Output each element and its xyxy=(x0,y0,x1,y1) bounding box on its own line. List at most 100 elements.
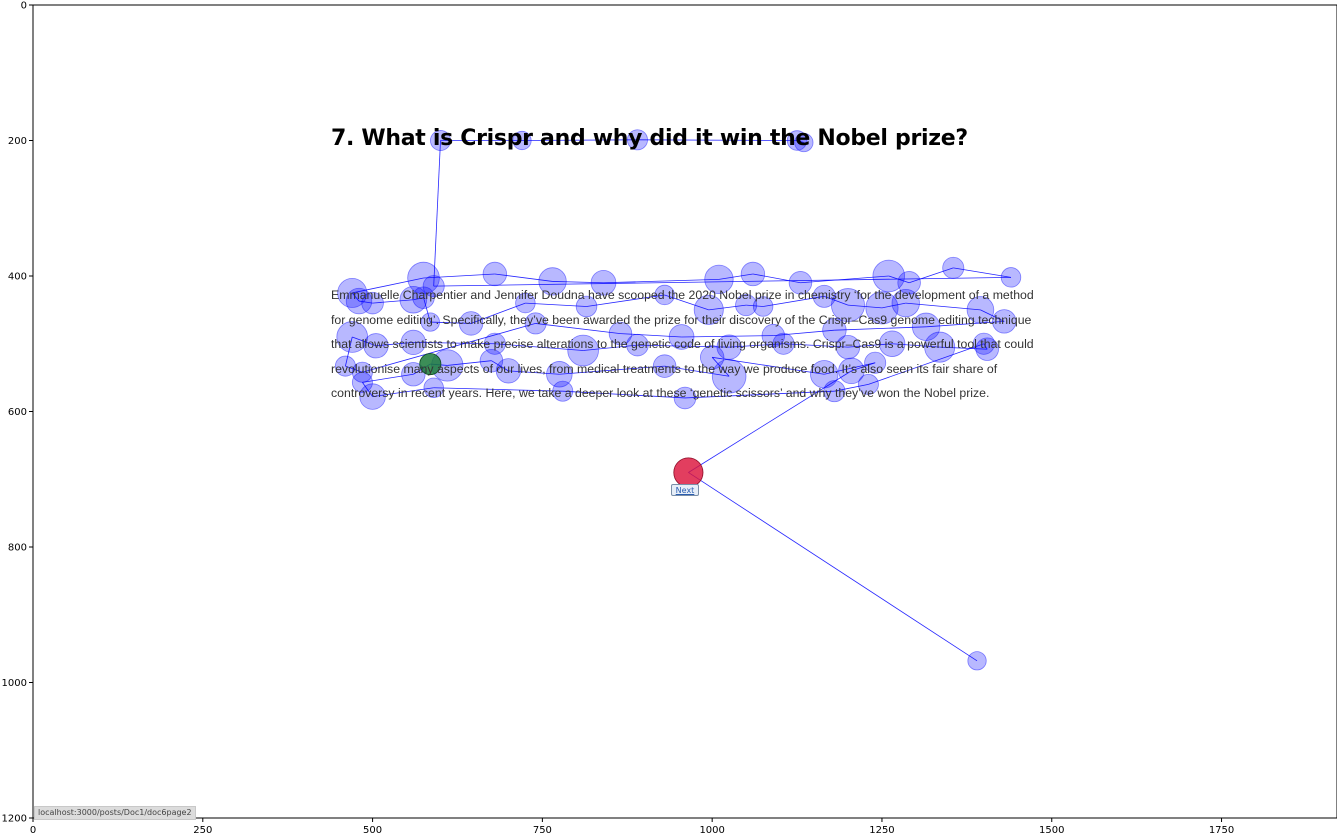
fixation-point xyxy=(482,261,508,287)
scanpath-segment xyxy=(535,323,621,334)
fixation-point xyxy=(479,348,504,373)
fixation-point xyxy=(423,377,444,398)
fixation-point xyxy=(822,318,847,343)
scanpath-segment xyxy=(362,382,373,397)
y-tick-label: 600 xyxy=(8,407,27,418)
fixation-point xyxy=(711,359,747,394)
fixation-point xyxy=(838,357,865,385)
scanpath-segment xyxy=(983,343,988,350)
fixation-point xyxy=(361,291,384,315)
fixation-point xyxy=(673,386,697,410)
scanpath-segment xyxy=(800,275,889,284)
fixation-point xyxy=(891,288,920,318)
scanpath-segment xyxy=(508,370,560,375)
scanpath-segment xyxy=(525,302,587,307)
fixation-point xyxy=(345,287,373,315)
scanpath-segment xyxy=(712,356,825,375)
fixation-point xyxy=(575,295,598,318)
scanpath-segment xyxy=(688,472,978,662)
fixation-point xyxy=(761,323,786,348)
fixation-point xyxy=(515,292,536,314)
fixation-point xyxy=(524,312,547,335)
fixation-point xyxy=(401,362,426,387)
scanpath-segment xyxy=(708,304,747,311)
fixation-end-point xyxy=(673,457,704,488)
scanpath-segment xyxy=(881,302,906,309)
scanpath-segment xyxy=(559,365,665,375)
fixation-point xyxy=(857,373,879,395)
scanpath-segment xyxy=(352,277,424,294)
fixation-point xyxy=(740,261,766,287)
fixation-point xyxy=(752,296,774,317)
scanpath-segment xyxy=(620,333,682,338)
fixation-point xyxy=(992,309,1017,334)
scanpath-segment xyxy=(362,323,536,373)
x-tick-label: 1250 xyxy=(869,825,894,836)
fixation-point xyxy=(668,324,695,350)
scanpath-segment xyxy=(752,273,801,284)
y-tick-label: 400 xyxy=(8,272,27,283)
fixation-point xyxy=(422,275,445,298)
scanpath-segment xyxy=(586,294,665,307)
fixation-point xyxy=(626,129,648,151)
fixation-point xyxy=(972,332,995,355)
fixation-point xyxy=(812,284,836,308)
fixation-point xyxy=(351,371,373,393)
fixation-point xyxy=(865,291,899,325)
fixation-point xyxy=(810,360,839,389)
scanpath-segment xyxy=(908,267,954,284)
plot-frame xyxy=(32,4,1337,819)
fixation-point xyxy=(897,271,921,295)
fixation-point xyxy=(942,256,965,279)
scanpath-segment xyxy=(688,370,852,473)
scanpath-segment xyxy=(824,295,849,306)
scanpath-segment xyxy=(583,344,638,351)
scanpath-segment xyxy=(711,357,730,377)
scanpath-segment xyxy=(603,278,719,284)
fixation-point xyxy=(430,130,451,151)
x-tick-label: 500 xyxy=(363,825,382,836)
next-button[interactable]: Next xyxy=(671,484,699,496)
page-title: 7. What is Crispr and why did it win the… xyxy=(331,126,968,151)
scanpath-segment xyxy=(773,329,835,337)
scanpath-segment xyxy=(892,343,940,348)
scanpath-segment xyxy=(358,300,373,304)
scanpath-segment xyxy=(494,273,553,282)
scanpath-segment xyxy=(491,360,509,372)
fixation-point xyxy=(704,264,734,295)
scanpath-segment xyxy=(423,297,431,323)
fixation-point xyxy=(359,383,386,410)
scanpath-segment xyxy=(375,341,414,347)
scanpath-segment xyxy=(926,320,1005,328)
scanpath-segment xyxy=(868,343,984,385)
scanpath-segment xyxy=(352,336,377,347)
fixation-point xyxy=(538,267,567,296)
fixation-point xyxy=(693,294,724,325)
fixation-points xyxy=(334,129,1022,671)
fixation-point xyxy=(420,312,440,332)
scanpath-segment xyxy=(345,336,353,367)
fixation-point xyxy=(512,130,532,151)
scanpath-segment xyxy=(905,302,981,311)
fixation-point xyxy=(400,329,426,355)
x-tick-label: 250 xyxy=(193,825,212,836)
scanpath-segment xyxy=(664,365,730,377)
scanpath-segment xyxy=(939,346,988,350)
scanpath-segment xyxy=(834,384,869,392)
fixation-point xyxy=(786,130,808,151)
fixation-point xyxy=(735,294,758,317)
fixation-point xyxy=(864,351,887,374)
scanpath-segment xyxy=(834,326,927,331)
scanpath-segment xyxy=(562,390,686,399)
scanpath-segment xyxy=(953,267,1012,278)
fixation-point xyxy=(966,296,995,324)
scanpath-segment xyxy=(684,390,835,399)
scanpath-segment xyxy=(637,344,730,348)
scanpath-segment xyxy=(681,335,774,338)
scanpath-segment xyxy=(372,387,434,397)
page-paragraph: Emmanuelle Charpentier and Jennifer Doud… xyxy=(331,288,1034,400)
scanpath-segment xyxy=(980,309,1005,322)
scanpath-segment xyxy=(433,387,563,392)
scanpath-segment xyxy=(521,139,638,141)
